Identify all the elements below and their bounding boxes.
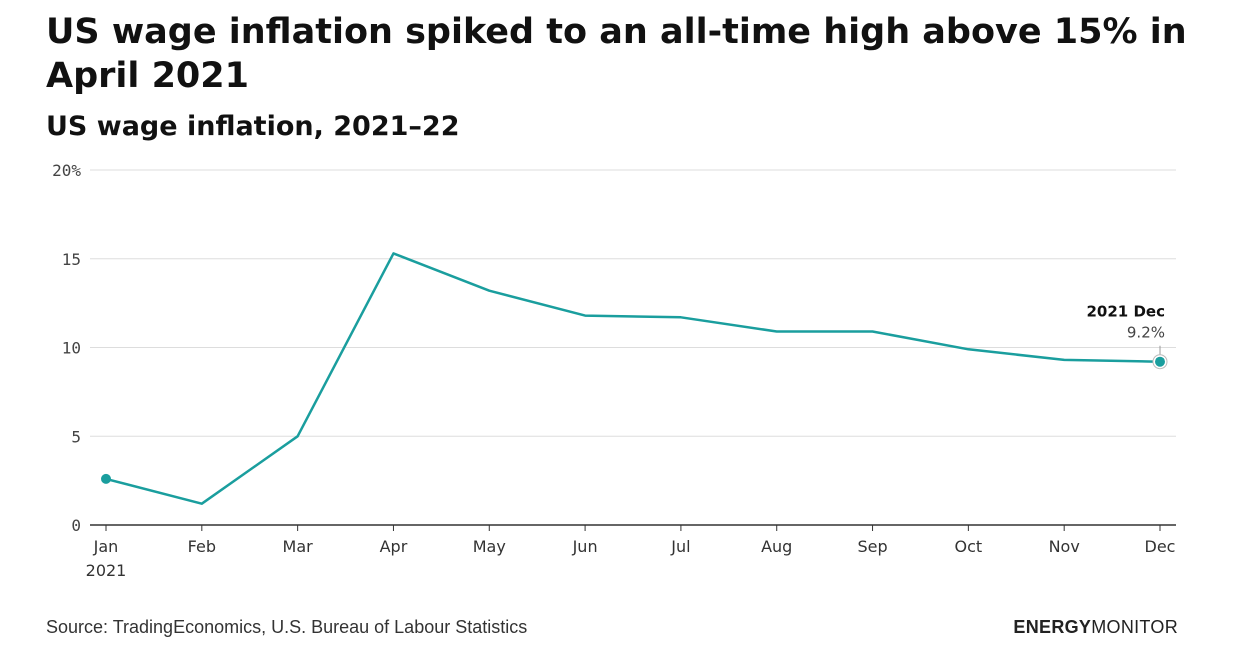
source-note: Source: TradingEconomics, U.S. Bureau of… — [46, 617, 528, 637]
end-point — [1155, 356, 1165, 367]
x-tick-label: Mar — [283, 537, 314, 556]
brand-logo: ENERGYMONITOR — [1013, 617, 1178, 638]
x-tick-label: Feb — [188, 537, 216, 556]
chart-title: US wage inflation spiked to an all-time … — [46, 12, 1187, 96]
x-tick-label: Oct — [955, 537, 983, 556]
chart-subtitle: US wage inflation, 2021–22 — [46, 111, 460, 142]
annotation-title: 2021 Dec — [1087, 303, 1166, 321]
y-axis-ticks: 0 5 10 15 20% — [52, 161, 81, 535]
start-point — [101, 473, 111, 484]
x-year-label: 2021 — [86, 561, 127, 580]
x-tick-label: Sep — [857, 537, 887, 556]
y-tick-label: 5 — [71, 427, 81, 446]
x-tick-label: Apr — [380, 537, 408, 556]
x-tick-label: May — [473, 537, 506, 556]
x-tick-label: Jun — [572, 537, 598, 556]
brand-logo-part2: MONITOR — [1091, 617, 1178, 637]
series-line — [104, 252, 1162, 505]
annotation-value: 9.2% — [1127, 324, 1165, 342]
x-axis-ticks: Jan Feb Mar Apr May Jun Jul Aug Sep Oct Nov Dec 2021 — [86, 525, 1176, 580]
x-tick-label: Dec — [1145, 537, 1176, 556]
end-annotation: 2021 Dec 9.2% — [1087, 303, 1166, 342]
brand-logo-part1: ENERGY — [1013, 617, 1092, 637]
y-tick-label: 15 — [62, 250, 81, 269]
x-tick-label: Jan — [93, 537, 119, 556]
grid-lines — [90, 169, 1176, 437]
y-tick-label: 20% — [52, 161, 81, 180]
x-tick-label: Jul — [670, 537, 690, 556]
data-points — [101, 345, 1168, 484]
x-tick-label: Nov — [1049, 537, 1080, 556]
y-tick-label: 10 — [62, 339, 81, 358]
y-tick-label: 0 — [71, 516, 81, 535]
x-tick-label: Aug — [761, 537, 792, 556]
